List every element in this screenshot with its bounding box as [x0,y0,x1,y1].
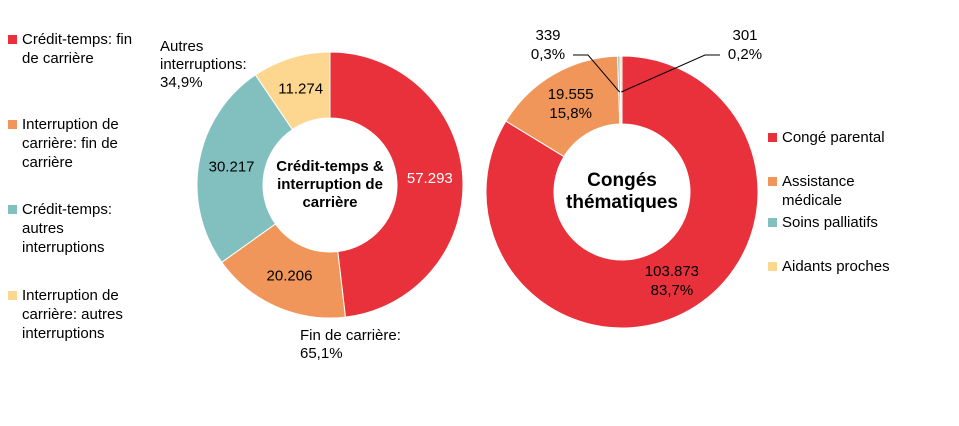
legend-swatch [768,218,777,227]
pie-slice [485,55,759,329]
value-label: 57.293 [407,170,453,187]
legend-label: Crédit-temps: autres interruptions [22,201,113,256]
legend-label: Crédit-temps: fin de carrière [22,31,133,67]
pie-slice [619,55,623,125]
percent-label: 0,3% [531,46,565,63]
legend-swatch [768,262,777,271]
leader-line [573,54,620,93]
center-label: Congés thématiques [566,170,678,213]
value-label: 339 [535,27,560,44]
percent-label: 15,8% [549,105,592,122]
legend-label: Soins palliatifs [782,214,878,231]
pie-slice [254,51,331,131]
value-label: 103.873 [645,263,699,280]
legend-swatch [768,177,777,186]
pie-slice [329,51,464,318]
value-label: 19.555 [548,86,594,103]
legend-swatch [8,205,17,214]
legend-label: Interruption de carrière: autres interru… [22,287,123,342]
legend-label: Interruption de carrière: fin de carrièr… [22,116,119,171]
legend-label: Assistance médicale [782,173,855,209]
pie-slice [196,74,294,263]
legend-swatch [768,133,777,142]
value-label: 11.274 [278,80,323,97]
legend-swatch [8,35,17,44]
legend-swatch [8,291,17,300]
value-label: 30.217 [209,158,255,175]
leader-line [621,54,720,93]
annotation: Fin de carrière: 65,1% [300,327,401,362]
legend-label: Congé parental [782,129,885,146]
legend-label: Aidants proches [782,258,890,275]
percent-label: 83,7% [651,282,694,299]
value-label: 20.206 [267,267,313,284]
center-label: Crédit-temps & interruption de carrière [276,158,384,211]
legend-swatch [8,120,17,129]
percent-label: 0,2% [728,46,762,63]
annotation: Autres interruptions: 34,9% [160,38,247,91]
value-label: 301 [732,27,757,44]
